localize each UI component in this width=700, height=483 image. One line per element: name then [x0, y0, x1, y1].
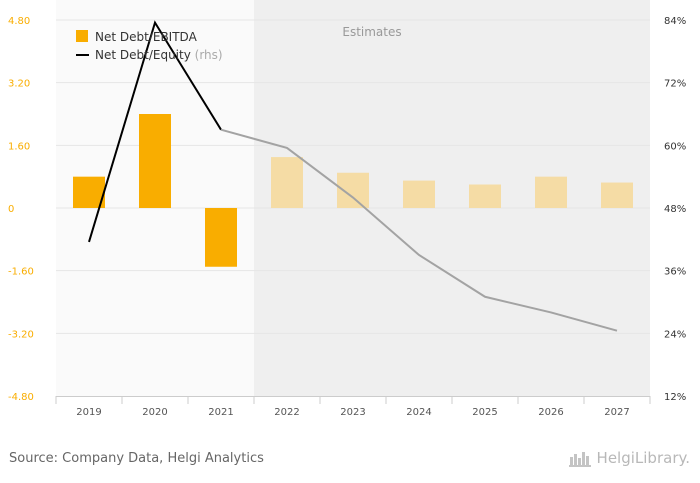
- x-tick-label: 2021: [208, 407, 233, 418]
- source-text: Source: Company Data, Helgi Analytics: [9, 451, 264, 466]
- left-tick-label: -3.20: [8, 329, 34, 340]
- x-tick-label: 2027: [604, 407, 629, 418]
- right-tick-label: 84%: [664, 16, 686, 27]
- x-tick-label: 2022: [274, 407, 299, 418]
- bar-series: [73, 114, 633, 267]
- legend: Net Debt/EBITDA Net Debt/Equity (rhs): [76, 30, 223, 62]
- footer: Source: Company Data, Helgi Analytics He…: [0, 440, 700, 483]
- library-icon: [568, 452, 591, 467]
- x-tick-label: 2020: [142, 407, 167, 418]
- right-tick-label: 48%: [664, 204, 686, 215]
- left-tick-label: 1.60: [8, 141, 30, 152]
- x-tick-label: 2023: [340, 407, 365, 418]
- chart: Estimates 4.80 3.20 1.60 0 -1.60 -3.20 -4.80 8…: [8, 0, 686, 418]
- legend-label-bar: Net Debt/EBITDA: [95, 30, 198, 44]
- helgi-library-logo: HelgiLibrary.: [568, 449, 690, 467]
- legend-label-line: Net Debt/Equity: [95, 48, 191, 62]
- chart-svg: Estimates 4.80 3.20 1.60 0 -1.60 -3.20 -4.80 8…: [8, 0, 686, 418]
- x-tick-label: 2019: [76, 407, 101, 418]
- x-axis: 2019 2020 2021 2022 2023 2024 2025 2026 2027: [55, 396, 651, 418]
- estimates-label: Estimates: [342, 25, 401, 39]
- x-tick-label: 2025: [472, 407, 497, 418]
- left-axis: 4.80 3.20 1.60 0 -1.60 -3.20 -4.80: [8, 16, 34, 403]
- estimates-region: [254, 0, 650, 396]
- right-tick-label: 60%: [664, 141, 686, 152]
- bar-net-debt-ebitda: [601, 182, 633, 208]
- right-tick-label: 36%: [664, 267, 686, 278]
- bar-net-debt-ebitda: [535, 176, 567, 208]
- logo-text: HelgiLibrary.: [596, 449, 690, 467]
- bar-net-debt-ebitda: [205, 208, 237, 267]
- left-tick-label: 4.80: [8, 16, 30, 27]
- bar-net-debt-ebitda: [73, 176, 105, 208]
- left-tick-label: -4.80: [8, 392, 34, 403]
- left-tick-label: -1.60: [8, 267, 34, 278]
- legend-label-line-row: Net Debt/Equity (rhs): [95, 48, 223, 62]
- left-tick-label: 0: [8, 204, 14, 215]
- line-series: [88, 20, 618, 332]
- line-net-debt-equity-estimate: [220, 128, 618, 332]
- legend-swatch-bar: [76, 30, 88, 42]
- x-tick-label: 2026: [538, 407, 563, 418]
- bar-net-debt-ebitda: [403, 180, 435, 208]
- x-tick-label: 2024: [406, 407, 431, 418]
- left-tick-label: 3.20: [8, 79, 30, 90]
- bar-net-debt-ebitda: [271, 157, 303, 208]
- right-tick-label: 12%: [664, 392, 686, 403]
- line-net-debt-equity-actual: [88, 20, 222, 243]
- right-tick-label: 24%: [664, 329, 686, 340]
- legend-label-line-suffix: (rhs): [195, 48, 223, 62]
- right-tick-label: 72%: [664, 79, 686, 90]
- bar-net-debt-ebitda: [139, 114, 171, 208]
- right-axis: 84% 72% 60% 48% 36% 24% 12%: [664, 16, 686, 403]
- bar-net-debt-ebitda: [469, 184, 501, 208]
